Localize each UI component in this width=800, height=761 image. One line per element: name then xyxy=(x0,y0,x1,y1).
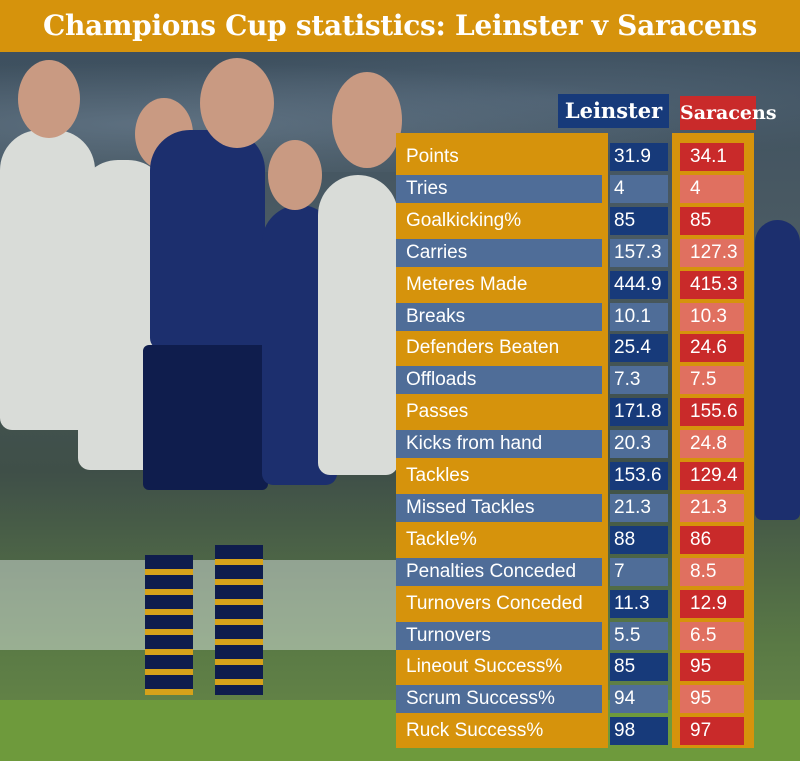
stats-table: Leinster Saracens Points 31.9 34.1 Tries 4 4 G… xyxy=(396,0,777,761)
title-bar xyxy=(0,0,800,52)
column-header-leinster: Leinster xyxy=(558,94,669,128)
row-label: Scrum Success% xyxy=(396,685,602,713)
table-row: Kicks from hand 20.3 24.8 xyxy=(396,430,756,458)
row-label: Tries xyxy=(396,175,602,203)
leinster-value: 157.3 xyxy=(610,239,668,267)
background-player-head xyxy=(18,60,80,138)
leinster-value: 7.3 xyxy=(610,366,668,394)
table-row: Carries 157.3 127.3 xyxy=(396,239,756,267)
table-row: Meteres Made 444.9 415.3 xyxy=(396,271,756,299)
table-row: Breaks 10.1 10.3 xyxy=(396,303,756,331)
leinster-value: 88 xyxy=(610,526,668,554)
row-label: Turnovers xyxy=(396,622,602,650)
saracens-value: 415.3 xyxy=(680,271,744,299)
table-row: Goalkicking% 85 85 xyxy=(396,207,756,235)
saracens-value: 95 xyxy=(680,685,744,713)
saracens-value: 86 xyxy=(680,526,744,554)
row-label: Defenders Beaten xyxy=(396,334,602,362)
row-label: Breaks xyxy=(396,303,602,331)
leinster-value: 4 xyxy=(610,175,668,203)
table-row: Tackle% 88 86 xyxy=(396,526,756,554)
background-player xyxy=(145,555,193,695)
background-player xyxy=(318,175,398,475)
leinster-value: 94 xyxy=(610,685,668,713)
saracens-value: 4 xyxy=(680,175,744,203)
row-label: Goalkicking% xyxy=(396,207,602,235)
background-player xyxy=(143,345,268,490)
leinster-value: 25.4 xyxy=(610,334,668,362)
row-label: Meteres Made xyxy=(396,271,602,299)
table-row: Passes 171.8 155.6 xyxy=(396,398,756,426)
table-row: Tries 4 4 xyxy=(396,175,756,203)
row-label: Tackles xyxy=(396,462,602,490)
leinster-value: 444.9 xyxy=(610,271,668,299)
chart-title: Champions Cup statistics: Leinster v Sar… xyxy=(42,9,758,42)
background-player xyxy=(215,545,263,695)
leinster-value: 20.3 xyxy=(610,430,668,458)
leinster-value: 31.9 xyxy=(610,143,668,171)
saracens-value: 129.4 xyxy=(680,462,744,490)
leinster-value: 11.3 xyxy=(610,590,668,618)
table-row: Tackles 153.6 129.4 xyxy=(396,462,756,490)
background-player-head xyxy=(332,72,402,168)
saracens-value: 24.6 xyxy=(680,334,744,362)
saracens-value: 97 xyxy=(680,717,744,745)
saracens-value: 21.3 xyxy=(680,494,744,522)
background-player-head xyxy=(200,58,274,148)
leinster-value: 85 xyxy=(610,207,668,235)
row-label: Tackle% xyxy=(396,526,602,554)
saracens-value: 7.5 xyxy=(680,366,744,394)
table-row: Penalties Conceded 7 8.5 xyxy=(396,558,756,586)
row-label: Missed Tackles xyxy=(396,494,602,522)
background-player xyxy=(150,130,265,350)
leinster-value: 153.6 xyxy=(610,462,668,490)
row-label: Penalties Conceded xyxy=(396,558,602,586)
saracens-value: 95 xyxy=(680,653,744,681)
table-row: Defenders Beaten 25.4 24.6 xyxy=(396,334,756,362)
saracens-value: 85 xyxy=(680,207,744,235)
background-ad-board xyxy=(0,560,400,650)
table-row: Scrum Success% 94 95 xyxy=(396,685,756,713)
saracens-value: 24.8 xyxy=(680,430,744,458)
table-row: Points 31.9 34.1 xyxy=(396,143,756,171)
row-label: Passes xyxy=(396,398,602,426)
row-label: Carries xyxy=(396,239,602,267)
background-player xyxy=(755,220,800,520)
row-label: Offloads xyxy=(396,366,602,394)
table-row: Lineout Success% 85 95 xyxy=(396,653,756,681)
table-row: Ruck Success% 98 97 xyxy=(396,717,756,745)
saracens-value: 6.5 xyxy=(680,622,744,650)
table-row: Offloads 7.3 7.5 xyxy=(396,366,756,394)
leinster-value: 171.8 xyxy=(610,398,668,426)
row-label: Kicks from hand xyxy=(396,430,602,458)
row-label: Points xyxy=(396,143,602,171)
saracens-value: 10.3 xyxy=(680,303,744,331)
row-label: Lineout Success% xyxy=(396,653,602,681)
saracens-value: 34.1 xyxy=(680,143,744,171)
table-row: Turnovers 5.5 6.5 xyxy=(396,622,756,650)
saracens-value: 12.9 xyxy=(680,590,744,618)
leinster-value: 10.1 xyxy=(610,303,668,331)
leinster-value: 7 xyxy=(610,558,668,586)
leinster-value: 21.3 xyxy=(610,494,668,522)
saracens-value: 8.5 xyxy=(680,558,744,586)
background-player-head xyxy=(268,140,322,210)
row-label: Ruck Success% xyxy=(396,717,602,745)
table-row: Turnovers Conceded 11.3 12.9 xyxy=(396,590,756,618)
column-header-saracens: Saracens xyxy=(680,96,777,130)
table-row: Missed Tackles 21.3 21.3 xyxy=(396,494,756,522)
leinster-value: 85 xyxy=(610,653,668,681)
leinster-value: 5.5 xyxy=(610,622,668,650)
leinster-value: 98 xyxy=(610,717,668,745)
row-label: Turnovers Conceded xyxy=(396,590,602,618)
saracens-value: 127.3 xyxy=(680,239,744,267)
saracens-value: 155.6 xyxy=(680,398,744,426)
